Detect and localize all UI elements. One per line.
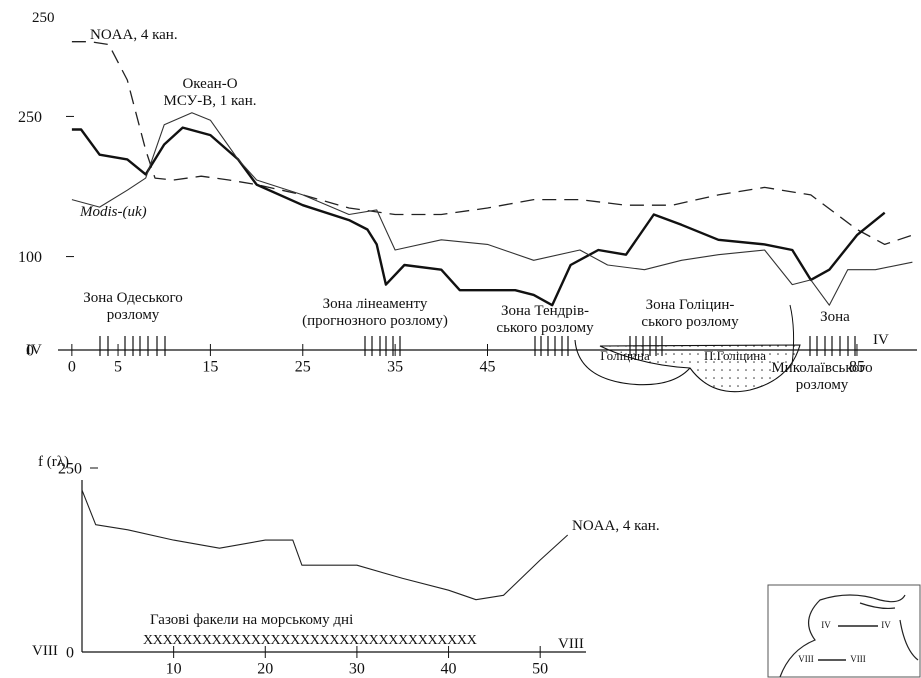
x-tick-label: 50 [532,661,548,678]
inset-label: IV [821,620,831,630]
x-tick-label: 85 [849,359,865,376]
y-tick-label: 100 [18,249,42,266]
annotation: VIII [558,636,584,652]
annotation: Зона Одеського розлому [83,290,183,323]
y-tick-label: 0 [66,645,74,662]
annotation: Зона Голіцин- ського розлому [641,297,739,330]
annotation: 250 [32,10,55,26]
series-label: Океан-О МСУ-В, 1 кан. [163,76,257,109]
x-tick-label: 20 [257,661,273,678]
inset-label: VIII [850,654,866,664]
annotation: IV [26,342,42,358]
annotation: П.Голіцина [703,348,767,363]
inset-label: VIII [798,654,814,664]
x-tick-label: 0 [68,359,76,376]
zone-bracket [789,304,795,366]
annotation: Миколаївського розлому [771,360,873,393]
y-tick-label: 250 [58,461,82,478]
inset-coast [779,594,919,678]
annotation: VIII [32,643,58,659]
island-p-golitsyna [599,344,801,393]
x-tick-label: 5 [114,359,122,376]
series-line [71,41,913,246]
x-tick-label: 40 [441,661,457,678]
x-tick-label: 45 [480,359,496,376]
y-tick-label: 250 [18,109,42,126]
series-label: Modis-(uk) [80,204,147,220]
annotation: Голіцина [600,348,650,363]
inset-label: IV [881,620,891,630]
x-tick-label: 30 [349,661,365,678]
annotation: Зона Тендрів- ського розлому [496,303,594,336]
annotation: Газові факели на морському дні [150,612,354,628]
series-line [71,126,886,307]
x-tick-label: 10 [166,661,182,678]
island-golitsyna [574,339,691,386]
series-label: NOAA, 4 кан. [90,27,178,43]
annotation: XXXXXXXXXXXXXXXXXXXXXXXXXXXXXXXXXX [143,633,477,648]
y-tick-label: 0 [26,343,34,360]
series-line [71,112,913,306]
series-line [81,489,569,601]
inset-frame [767,584,921,678]
series-label: NOAA, 4 кан. [572,518,660,534]
x-tick-label: 15 [202,359,218,376]
annotation: Зона лінеаменту (прогнозного розлому) [302,296,448,329]
x-tick-label: 35 [387,359,403,376]
axis-label: f (rλ) [38,454,70,470]
annotation: Зона [820,309,850,325]
x-tick-label: 25 [295,359,311,376]
annotation: IV [873,332,889,348]
